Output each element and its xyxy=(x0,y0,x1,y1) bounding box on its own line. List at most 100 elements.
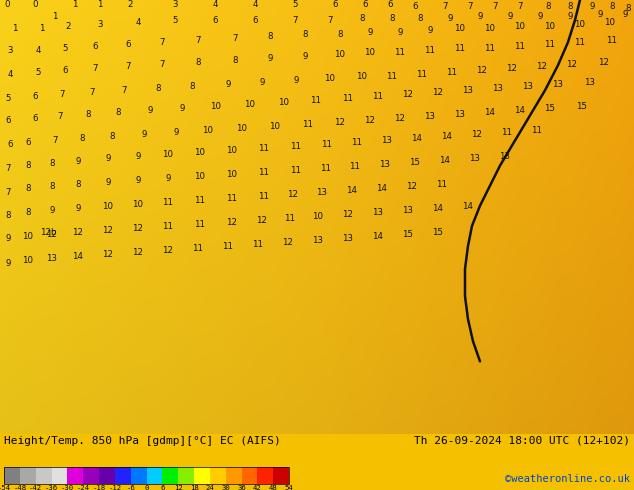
Text: 13: 13 xyxy=(403,206,413,215)
Text: 8: 8 xyxy=(109,132,115,141)
Text: 12: 12 xyxy=(342,210,354,220)
Text: 1: 1 xyxy=(52,12,58,21)
Text: 13: 13 xyxy=(316,188,328,197)
Text: 18: 18 xyxy=(190,485,198,490)
Bar xyxy=(36,467,51,484)
Text: 7: 7 xyxy=(443,1,448,10)
Bar xyxy=(257,467,273,484)
Text: 6: 6 xyxy=(252,16,258,24)
Text: 1: 1 xyxy=(97,0,103,8)
Text: 12: 12 xyxy=(432,88,444,97)
Text: 48: 48 xyxy=(269,485,278,490)
Text: 13: 13 xyxy=(455,110,465,119)
Bar xyxy=(20,467,36,484)
Text: Height/Temp. 850 hPa [gdmp][°C] EC (AIFS): Height/Temp. 850 hPa [gdmp][°C] EC (AIFS… xyxy=(4,436,281,446)
Text: 7: 7 xyxy=(57,112,63,121)
Text: 4: 4 xyxy=(7,70,13,79)
Text: 10: 10 xyxy=(313,212,323,221)
Text: 9: 9 xyxy=(537,12,543,21)
Text: 13: 13 xyxy=(585,78,595,87)
Text: 12: 12 xyxy=(335,118,346,127)
Text: 8: 8 xyxy=(389,14,395,23)
Text: 12: 12 xyxy=(567,60,578,69)
Text: 6: 6 xyxy=(7,140,13,149)
Bar xyxy=(4,467,289,484)
Text: 11: 11 xyxy=(285,214,295,223)
Text: 9: 9 xyxy=(448,14,453,23)
Text: 15: 15 xyxy=(403,230,413,240)
Text: 9: 9 xyxy=(302,52,307,61)
Text: 3: 3 xyxy=(7,46,13,55)
Text: 7: 7 xyxy=(232,34,238,43)
Text: 7: 7 xyxy=(5,164,11,173)
Text: 13: 13 xyxy=(380,160,391,169)
Text: 9: 9 xyxy=(567,12,573,21)
Text: -30: -30 xyxy=(61,485,74,490)
Text: 11: 11 xyxy=(501,128,512,137)
Text: 11: 11 xyxy=(351,138,363,147)
Text: 6: 6 xyxy=(387,0,392,8)
Text: 13: 13 xyxy=(382,136,392,145)
Text: 7: 7 xyxy=(492,1,498,10)
Text: 9: 9 xyxy=(398,27,403,37)
Text: 10: 10 xyxy=(22,232,34,242)
Text: 6: 6 xyxy=(93,42,98,50)
Text: 12: 12 xyxy=(46,230,58,240)
Text: 10: 10 xyxy=(236,124,247,133)
Text: 11: 11 xyxy=(311,96,321,105)
Text: 11: 11 xyxy=(195,220,205,229)
Text: 11: 11 xyxy=(349,162,361,171)
Text: 7: 7 xyxy=(121,86,127,95)
Text: 11: 11 xyxy=(226,194,238,203)
Text: 6: 6 xyxy=(5,116,11,125)
Bar xyxy=(99,467,115,484)
Text: 12: 12 xyxy=(287,190,299,199)
Bar xyxy=(226,467,242,484)
Text: 9: 9 xyxy=(141,130,146,139)
Text: 10: 10 xyxy=(545,22,555,30)
Text: 13: 13 xyxy=(470,154,481,163)
Text: 14: 14 xyxy=(515,106,526,115)
Bar xyxy=(210,467,226,484)
Text: 12: 12 xyxy=(536,62,548,71)
Text: 12: 12 xyxy=(394,114,406,123)
Text: 13: 13 xyxy=(493,84,503,93)
Text: 14: 14 xyxy=(411,134,422,143)
Text: 9: 9 xyxy=(427,25,432,35)
Text: 12: 12 xyxy=(365,116,375,125)
Text: 13: 13 xyxy=(522,82,533,91)
Text: 2: 2 xyxy=(65,22,71,30)
Bar xyxy=(178,467,194,484)
Text: 6: 6 xyxy=(62,66,68,75)
Text: 9: 9 xyxy=(597,9,603,19)
Text: 5: 5 xyxy=(5,94,11,103)
Text: 15: 15 xyxy=(576,102,588,111)
Text: 8: 8 xyxy=(75,180,81,189)
Text: 12: 12 xyxy=(103,226,113,235)
Text: 8: 8 xyxy=(417,14,423,23)
Text: 6: 6 xyxy=(212,16,217,24)
Text: 12: 12 xyxy=(103,250,113,260)
Text: 7: 7 xyxy=(195,36,201,45)
Text: 8: 8 xyxy=(268,32,273,41)
Text: 14: 14 xyxy=(72,252,84,262)
Text: -48: -48 xyxy=(13,485,27,490)
Text: 11: 11 xyxy=(574,38,586,47)
Text: 6: 6 xyxy=(25,138,31,147)
Text: 11: 11 xyxy=(321,164,332,173)
Text: 11: 11 xyxy=(545,40,555,49)
Text: -18: -18 xyxy=(93,485,106,490)
Text: 10: 10 xyxy=(210,102,221,111)
Text: 9: 9 xyxy=(135,152,141,161)
Text: 13: 13 xyxy=(425,112,436,121)
Text: 10: 10 xyxy=(22,256,34,266)
Text: 11: 11 xyxy=(607,36,618,45)
Text: 12: 12 xyxy=(477,66,488,75)
Text: 13: 13 xyxy=(552,80,564,89)
Text: 7: 7 xyxy=(93,64,98,73)
Text: -24: -24 xyxy=(77,485,90,490)
Text: 12: 12 xyxy=(133,248,143,257)
Text: 11: 11 xyxy=(302,120,313,129)
Text: 13: 13 xyxy=(500,152,510,161)
Text: 8: 8 xyxy=(609,1,615,10)
